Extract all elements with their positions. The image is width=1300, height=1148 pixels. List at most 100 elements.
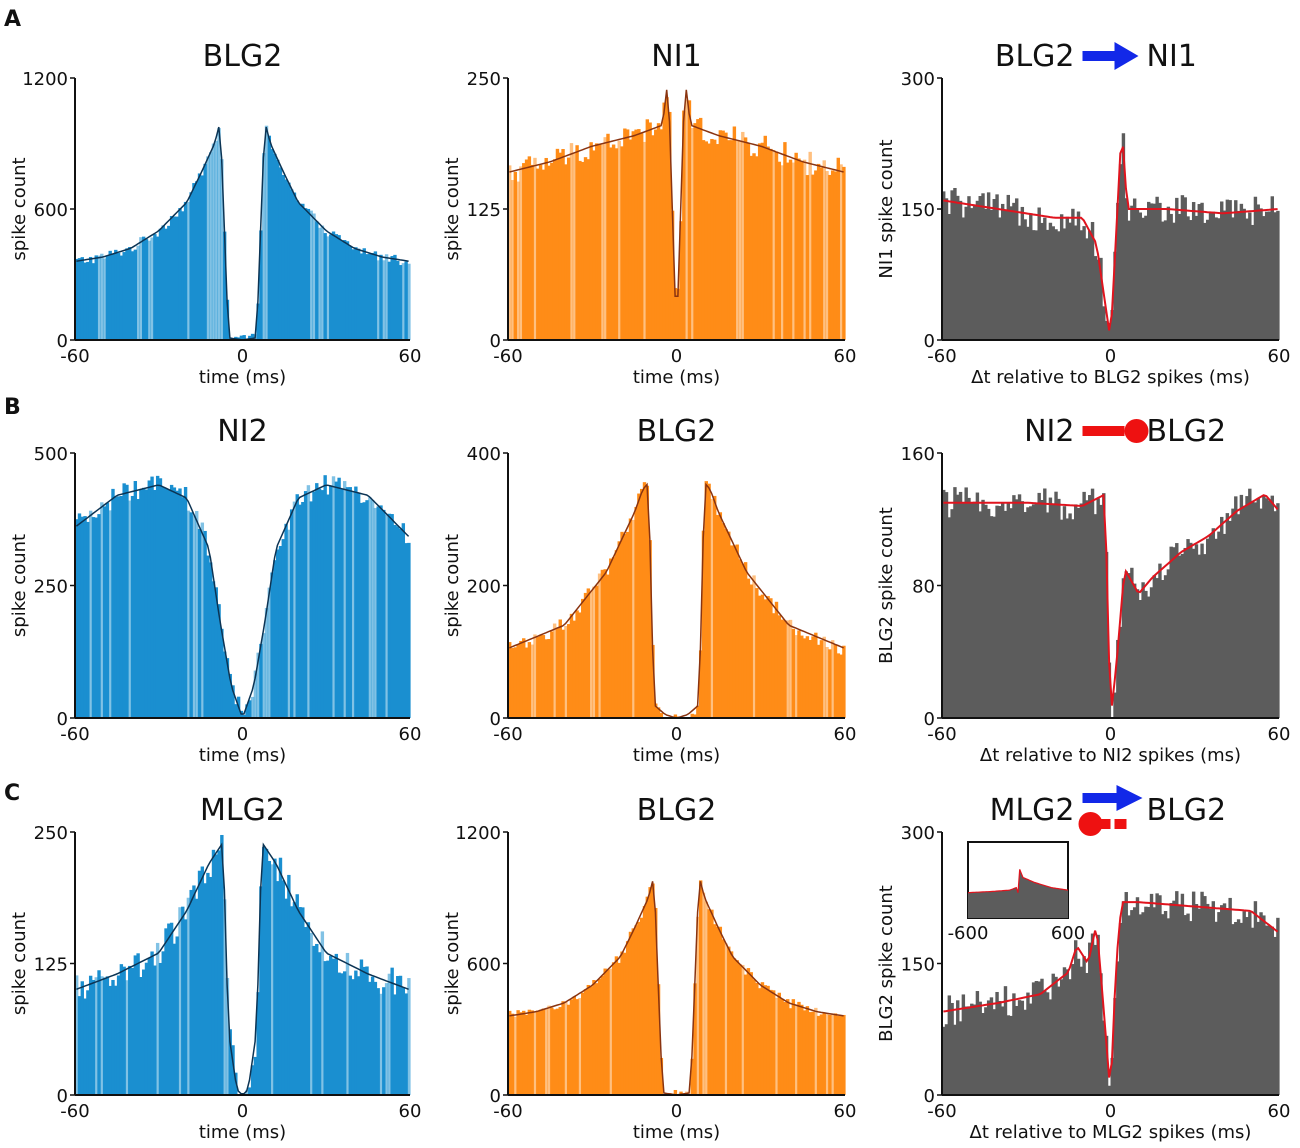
histogram-bar <box>944 198 949 340</box>
histogram-bar <box>958 491 963 718</box>
histogram-bar <box>964 206 968 340</box>
histogram-bar <box>816 163 821 340</box>
histogram-bar <box>592 980 596 1095</box>
histogram-bar <box>614 148 619 340</box>
histogram-bar <box>600 975 605 1095</box>
histogram-bar <box>696 916 700 1095</box>
histogram-bar <box>715 514 720 718</box>
histogram-bar <box>1242 208 1246 340</box>
histogram-bar <box>788 1008 793 1095</box>
histogram-bar <box>522 1010 526 1095</box>
histogram-bar <box>606 574 610 718</box>
histogram-bar <box>814 632 818 718</box>
histogram-bar <box>1093 256 1098 340</box>
x-tick-label: 0 <box>671 346 682 367</box>
histogram-bar <box>1127 915 1131 1095</box>
histogram-bar <box>1124 198 1128 340</box>
histogram-bar <box>1079 503 1084 718</box>
histogram-bar <box>797 630 801 718</box>
histogram-bar <box>777 992 782 1095</box>
histogram-bar <box>1270 196 1274 340</box>
histogram-bar <box>603 137 607 340</box>
histogram-bar <box>1250 500 1255 718</box>
histogram-bar <box>234 704 238 718</box>
histogram-bar <box>356 492 361 718</box>
histogram-bar <box>1177 555 1182 718</box>
histogram-bar <box>998 506 1002 718</box>
histogram-bar <box>942 489 946 718</box>
histogram-bar <box>701 530 706 718</box>
histogram-bar <box>1228 520 1232 718</box>
histogram-bar <box>623 533 627 718</box>
histogram-bar <box>147 480 151 718</box>
histogram-bar <box>1217 912 1221 1095</box>
histogram-bar <box>153 490 157 718</box>
histogram-bar <box>1194 544 1199 718</box>
histogram-bar <box>1267 500 1272 718</box>
histogram-bar <box>1006 194 1010 340</box>
histogram-bar <box>88 256 93 340</box>
histogram-bar <box>564 625 568 718</box>
histogram-bar <box>231 1045 235 1095</box>
histogram-bar <box>1264 211 1269 340</box>
histogram-bar <box>323 961 327 1095</box>
histogram-bar <box>1250 927 1255 1095</box>
histogram-bar <box>1085 500 1089 718</box>
histogram-bar <box>611 557 616 718</box>
histogram-bar <box>516 644 520 718</box>
histogram-bar <box>992 199 996 340</box>
histogram-bar <box>995 991 999 1095</box>
histogram-bar <box>1107 323 1112 340</box>
histogram-bar <box>967 196 971 340</box>
histogram-bar <box>1253 901 1258 1095</box>
histogram-bar <box>519 1012 523 1095</box>
histogram-bar <box>225 658 230 718</box>
histogram-bar <box>760 594 765 718</box>
smoothed-curve <box>943 146 1278 331</box>
x-axis-label: time (ms) <box>199 745 286 766</box>
histogram-bar <box>167 489 171 718</box>
histogram-bar <box>1051 973 1055 1095</box>
histogram-bar <box>167 225 171 340</box>
histogram-bar <box>1236 210 1241 340</box>
histogram-bar <box>1088 230 1092 340</box>
histogram-bar <box>659 1057 664 1095</box>
histogram-bar <box>1085 972 1089 1095</box>
histogram-bar <box>947 517 952 718</box>
histogram-bar <box>245 704 249 718</box>
histogram-bar <box>119 255 124 340</box>
histogram-bar <box>1012 495 1016 718</box>
histogram-bar <box>981 193 985 340</box>
histogram-bar <box>264 125 269 341</box>
histogram-bar <box>989 997 994 1095</box>
histogram-bar <box>510 648 515 718</box>
histogram-bar <box>1062 506 1067 718</box>
histogram-bar <box>819 167 824 340</box>
histogram-bar <box>376 260 380 340</box>
histogram-bar <box>301 502 305 718</box>
smoothed-curve <box>943 493 1279 706</box>
histogram-bar <box>696 119 700 340</box>
y-tick-label: 600 <box>34 200 68 221</box>
inset-tick-label: -600 <box>948 923 989 944</box>
histogram-bar <box>825 1014 829 1095</box>
histogram-bar <box>516 181 520 340</box>
histogram-bar <box>315 483 319 718</box>
histogram-bar <box>278 167 283 340</box>
histogram-bar <box>1102 1020 1106 1095</box>
histogram-bar <box>597 573 602 718</box>
histogram-bar <box>1203 896 1207 1095</box>
histogram-bar <box>1062 967 1067 1095</box>
histogram-bar <box>354 486 358 718</box>
arrow-shaft <box>1082 793 1119 803</box>
histogram-bar <box>755 588 759 718</box>
histogram-bar <box>133 249 138 340</box>
histogram-bar <box>1029 1003 1033 1095</box>
histogram-bar <box>1130 567 1134 718</box>
histogram-bar <box>211 143 216 340</box>
histogram-bar <box>642 141 647 340</box>
histogram-bar <box>1096 259 1100 340</box>
histogram-bar <box>802 159 807 340</box>
